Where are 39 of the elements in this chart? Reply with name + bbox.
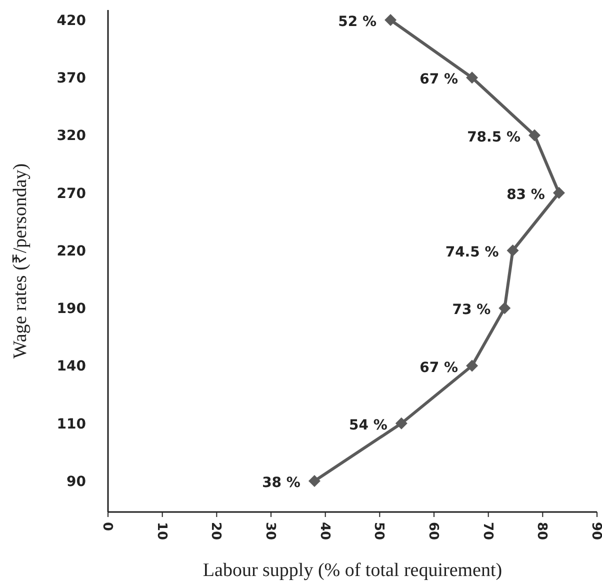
y-axis-title: Wage rates (₹/personday) <box>10 163 31 359</box>
point <box>506 244 519 256</box>
data-label: 67 % <box>420 360 458 376</box>
data-label: 74.5 % <box>445 244 499 260</box>
x-tick-label: 10 <box>154 522 169 540</box>
data-label: 73 % <box>452 302 491 318</box>
y-tick-label: 110 <box>56 416 86 432</box>
data-label: 67 % <box>420 72 458 88</box>
data-label: 78.5 % <box>467 129 521 146</box>
y-tick-label: 270 <box>56 186 86 202</box>
x-tick-label: 90 <box>588 522 602 540</box>
x-tick-label: 30 <box>262 522 278 540</box>
point <box>552 186 565 199</box>
x-tick-label: 0 <box>99 522 114 532</box>
x-axis-title: Labour supply (% of total requirement) <box>202 560 502 581</box>
point <box>395 417 408 430</box>
point <box>384 14 397 26</box>
x-tick-label: 60 <box>425 522 440 540</box>
y-tick-label: 320 <box>56 128 86 144</box>
data-label: 38 % <box>262 475 300 491</box>
x-tick-label: 50 <box>371 522 386 540</box>
y-tick-label: 190 <box>56 301 86 318</box>
point <box>466 360 478 372</box>
x-tick-label: 70 <box>480 522 495 540</box>
data-label: 52 % <box>338 14 377 30</box>
y-tick-label: 140 <box>56 358 86 375</box>
x-tick-label: 40 <box>316 522 332 540</box>
point <box>308 475 320 487</box>
point <box>528 129 541 142</box>
y-tick-label: 220 <box>56 243 86 260</box>
x-tick-label: 80 <box>534 522 550 540</box>
y-tick-label: 90 <box>66 474 86 490</box>
point <box>498 302 511 314</box>
point <box>466 72 478 84</box>
y-tick-label: 420 <box>56 12 86 29</box>
x-tick-label: 20 <box>208 522 224 540</box>
y-tick-label: 370 <box>56 70 86 87</box>
data-label: 83 % <box>506 186 545 203</box>
data-label: 54 % <box>349 417 388 434</box>
